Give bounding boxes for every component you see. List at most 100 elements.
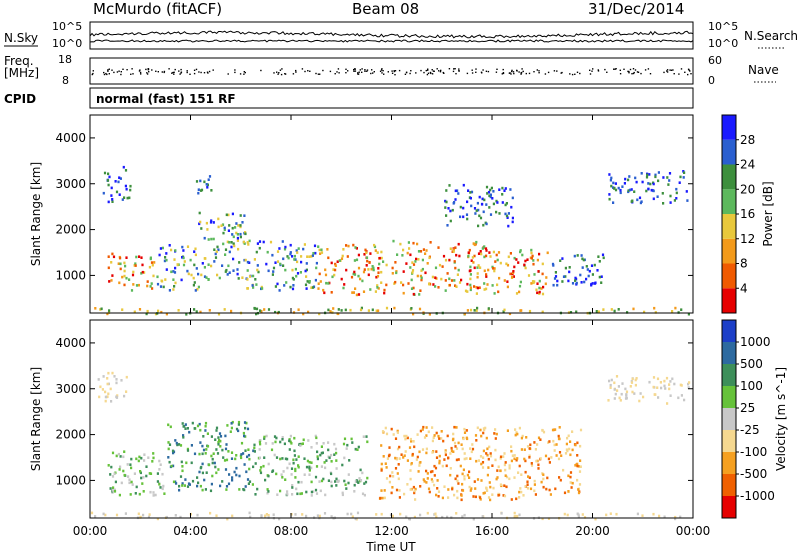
velocity-cell <box>320 479 324 483</box>
power-cell <box>246 269 249 272</box>
power-cell <box>628 175 631 178</box>
freq-point <box>502 68 504 71</box>
freq-point <box>329 70 332 73</box>
velocity-cell <box>435 431 438 435</box>
power-cell <box>324 268 327 272</box>
cpid-panel <box>89 87 694 109</box>
velocity-cell <box>514 428 517 431</box>
velocity-cell <box>447 496 450 499</box>
velocity-cell <box>275 456 279 459</box>
power-cell <box>598 275 601 279</box>
velocity-cell <box>301 513 304 516</box>
power-cell <box>287 256 290 260</box>
power-cell <box>366 259 369 263</box>
freq-point <box>606 71 608 73</box>
power-cell <box>458 281 462 284</box>
power-cell <box>118 281 121 285</box>
velocity-cell <box>115 513 119 517</box>
power-cell <box>148 265 151 269</box>
freq-point <box>243 71 245 73</box>
power-cell <box>324 273 328 277</box>
velocity-cell <box>292 458 295 462</box>
power-cell <box>538 292 541 295</box>
freq-point <box>440 69 442 72</box>
power-cell <box>327 308 330 312</box>
velocity-cell <box>252 465 255 469</box>
velocity-cell <box>226 517 229 521</box>
power-cell <box>325 281 328 285</box>
velocity-cell <box>205 471 208 474</box>
power-cell <box>448 258 451 262</box>
velocity-cell <box>656 386 659 389</box>
freq-point <box>452 70 455 73</box>
power-cell <box>248 239 251 243</box>
velocity-cell <box>663 379 666 383</box>
power-cell <box>507 224 510 228</box>
velocity-cell <box>290 442 293 445</box>
power-cell <box>412 312 415 316</box>
power-cell <box>511 216 514 220</box>
power-cell <box>123 269 126 273</box>
velocity-cell <box>513 454 516 457</box>
power-cell <box>208 309 211 312</box>
power-cell <box>614 188 618 192</box>
velocity-cell <box>536 443 539 446</box>
power-cell <box>669 201 672 204</box>
velocity-cell <box>635 377 638 380</box>
velocity-cell <box>316 450 319 454</box>
freq-point <box>649 73 652 75</box>
power-cell <box>617 308 620 311</box>
velocity-cell <box>687 386 690 389</box>
power-cell <box>223 226 226 230</box>
power-cell <box>256 242 259 245</box>
power-cell <box>246 278 249 281</box>
freq-point <box>688 69 690 71</box>
power-cell <box>185 313 188 316</box>
power-cell <box>260 310 263 313</box>
colorbar-segment <box>722 189 736 214</box>
velocity-cell <box>463 427 466 431</box>
velocity-cell <box>415 458 418 461</box>
velocity-cell <box>254 462 257 465</box>
velocity-cell <box>479 428 482 432</box>
velocity-cell <box>472 495 475 498</box>
velocity-cell <box>328 456 331 460</box>
velocity-cell <box>204 429 207 432</box>
velocity-cell <box>485 436 488 440</box>
velocity-cell <box>419 513 422 517</box>
velocity-cell <box>292 461 295 465</box>
velocity-cell <box>505 475 509 479</box>
power-cell <box>650 188 653 192</box>
power-cell <box>462 183 465 187</box>
freq-point <box>244 71 246 74</box>
velocity-cell <box>123 394 126 398</box>
power-cell <box>106 179 110 182</box>
velocity-cell <box>302 438 305 442</box>
power-cell <box>232 269 235 272</box>
velocity-cell <box>98 395 101 399</box>
freq-point <box>92 70 94 72</box>
velocity-cell <box>214 438 217 441</box>
velocity-cell <box>343 456 346 460</box>
velocity-cell <box>568 447 571 451</box>
power-cell <box>556 283 559 287</box>
power-cell <box>160 279 163 283</box>
power-cell <box>121 198 124 201</box>
power-cell <box>476 275 479 279</box>
power-cell <box>492 190 495 193</box>
freq-point <box>409 72 411 75</box>
power-cell <box>685 190 688 193</box>
velocity-cell <box>576 464 579 468</box>
power-cell <box>416 274 419 278</box>
power-cell <box>314 278 317 282</box>
power-cell <box>107 255 110 258</box>
power-cell <box>588 269 591 273</box>
power-cell <box>627 189 630 192</box>
power-cell <box>552 283 555 287</box>
freq-point <box>361 71 363 73</box>
power-cell <box>447 207 450 210</box>
freq-point <box>366 70 368 72</box>
velocity-cell <box>366 440 369 444</box>
power-cell <box>252 286 255 289</box>
power-cell <box>385 306 389 310</box>
